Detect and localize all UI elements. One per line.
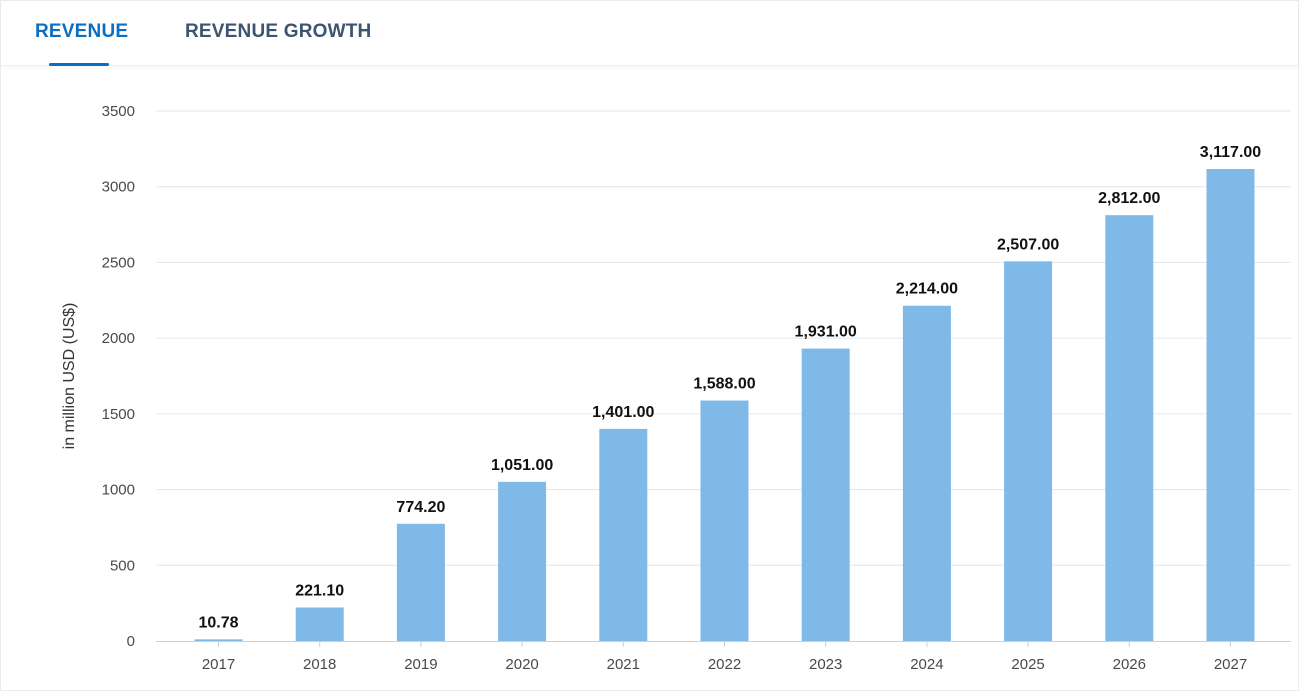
x-tick-label-2020: 2020 [505, 656, 538, 673]
y-tick-label: 500 [110, 557, 135, 574]
data-label-2022: 1,588.00 [693, 376, 755, 393]
bar-2020 [498, 481, 547, 641]
bar-2025 [1004, 261, 1053, 641]
data-label-2020: 1,051.00 [491, 457, 553, 474]
y-axis-ticks: 0 500 1000 1500 2000 2500 3000 3500 [102, 103, 135, 650]
x-tick-label-2025: 2025 [1011, 656, 1044, 673]
x-tick-label-2026: 2026 [1113, 656, 1146, 673]
bar-2019 [396, 523, 445, 641]
x-tick-label-2022: 2022 [708, 656, 741, 673]
x-tick-label-2023: 2023 [809, 656, 842, 673]
x-tick-label-2024: 2024 [910, 656, 943, 673]
active-tab-indicator [49, 63, 109, 66]
data-label-2024: 2,214.00 [896, 281, 958, 298]
x-tick-label-2017: 2017 [202, 656, 235, 673]
x-tick-label-2019: 2019 [404, 656, 437, 673]
data-label-2025: 2,507.00 [997, 236, 1059, 253]
data-label-2027: 3,117.00 [1200, 144, 1262, 161]
x-tick-label-2027: 2027 [1214, 656, 1247, 673]
data-label-2019: 774.20 [396, 499, 445, 516]
bar-2023 [801, 348, 850, 641]
bars [194, 168, 1255, 642]
x-tick-label-2021: 2021 [607, 656, 640, 673]
y-tick-label: 1000 [102, 482, 135, 499]
y-tick-label: 2000 [102, 330, 135, 347]
bar-2026 [1105, 215, 1154, 641]
tab-revenue-growth[interactable]: REVENUE GROWTH [185, 21, 372, 42]
data-labels: 10.78 221.10 774.20 1,051.00 1,401.00 1,588.0… [198, 144, 1261, 631]
y-tick-label: 1500 [102, 406, 135, 423]
tab-bar: REVENUE REVENUE GROWTH [1, 1, 1298, 66]
bar-2022 [700, 400, 749, 641]
y-axis-label: in million USD (US$) [61, 303, 78, 450]
y-tick-label: 3000 [102, 179, 135, 196]
x-axis-ticks: 2017 2018 2019 2020 2021 2022 2023 2024 2025 2026… [202, 641, 1247, 673]
bar-2024 [902, 305, 951, 641]
y-tick-label: 2500 [102, 254, 135, 271]
bar-2017 [194, 639, 243, 641]
y-tick-label: 3500 [102, 103, 135, 120]
data-label-2018: 221.10 [295, 583, 344, 600]
bar-2021 [599, 428, 648, 641]
data-label-2026: 2,812.00 [1098, 190, 1160, 207]
x-tick-label-2018: 2018 [303, 656, 336, 673]
bar-2027 [1206, 168, 1255, 642]
data-label-2021: 1,401.00 [592, 404, 654, 421]
tab-revenue[interactable]: REVENUE [35, 21, 129, 42]
data-label-2017: 10.78 [198, 614, 238, 631]
y-tick-label: 0 [127, 633, 135, 650]
bar-2018 [295, 607, 344, 641]
data-label-2023: 1,931.00 [795, 324, 857, 341]
